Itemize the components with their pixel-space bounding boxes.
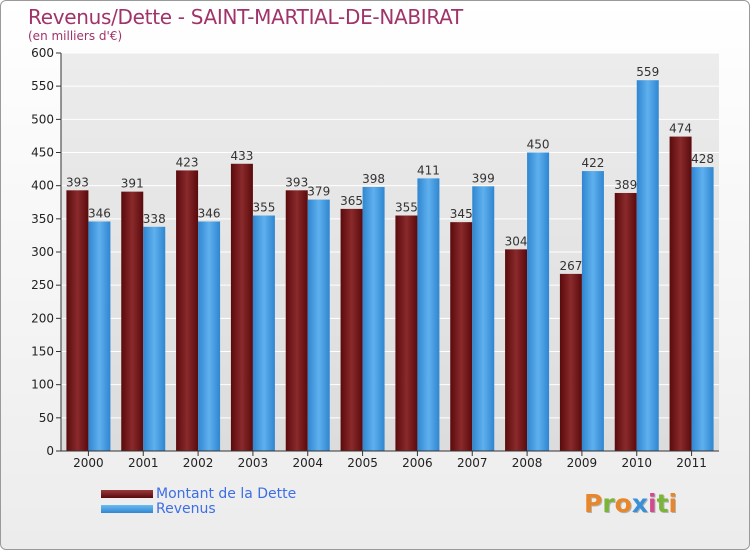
- bar-debt: [450, 222, 473, 451]
- y-tick-label: 150: [31, 345, 54, 359]
- legend: Montant de la Dette Revenus: [101, 485, 297, 517]
- legend-swatch-revenus: [101, 504, 153, 513]
- x-tick-label: 2007: [457, 456, 488, 470]
- data-label-debt: 365: [340, 194, 363, 208]
- bar-debt: [230, 163, 253, 451]
- x-tick-label: 2008: [512, 456, 543, 470]
- x-tick-label: 2006: [402, 456, 433, 470]
- x-tick-label: 2005: [347, 456, 378, 470]
- data-label-revenus: 379: [307, 185, 330, 199]
- bars-layer: 3933463913384233464333553933793653983554…: [66, 65, 714, 452]
- data-label-revenus: 428: [691, 152, 714, 166]
- y-tick-label: 450: [31, 146, 54, 160]
- y-tick-label: 200: [31, 311, 54, 325]
- y-tick-label: 400: [31, 179, 54, 193]
- bar-revenus: [307, 199, 330, 451]
- bar-revenus: [198, 221, 221, 451]
- logo-letter: o: [614, 489, 632, 518]
- y-tick-label: 100: [31, 378, 54, 392]
- data-label-revenus: 411: [417, 163, 440, 177]
- data-label-revenus: 346: [198, 206, 221, 220]
- bar-revenus: [417, 178, 440, 451]
- legend-swatch-debt: [101, 489, 153, 498]
- logo-letter: t: [656, 489, 669, 518]
- y-tick-label: 250: [31, 278, 54, 292]
- y-tick-label: 550: [31, 79, 54, 93]
- data-label-debt: 393: [66, 175, 89, 189]
- bar-debt: [559, 273, 582, 451]
- data-label-revenus: 399: [472, 171, 495, 185]
- bar-debt: [66, 190, 89, 451]
- data-label-debt: 474: [669, 122, 692, 136]
- y-tick-label: 500: [31, 112, 54, 126]
- x-tick-label: 2001: [128, 456, 159, 470]
- bar-debt: [505, 249, 528, 451]
- bar-debt: [285, 190, 308, 451]
- y-tick-label: 600: [31, 46, 54, 60]
- logo-letter: r: [602, 489, 615, 518]
- grid-layer: [61, 52, 719, 452]
- x-tick-label: 2004: [292, 456, 323, 470]
- data-label-debt: 389: [614, 178, 637, 192]
- data-label-debt: 355: [395, 201, 418, 215]
- bar-revenus: [636, 80, 659, 452]
- bar-debt: [176, 170, 199, 451]
- data-label-revenus: 346: [88, 206, 111, 220]
- chart-title: Revenus/Dette - SAINT-MARTIAL-DE-NABIRAT: [28, 5, 463, 29]
- x-tick-label: 2010: [621, 456, 652, 470]
- legend-item-revenus: Revenus: [101, 500, 296, 517]
- data-label-revenus: 422: [581, 156, 604, 170]
- legend-label-revenus: Revenus: [156, 500, 216, 517]
- data-label-revenus: 398: [362, 172, 385, 186]
- logo-letter: i: [648, 489, 657, 518]
- data-label-debt: 393: [285, 175, 308, 189]
- data-label-debt: 304: [505, 234, 528, 248]
- bar-revenus: [691, 167, 714, 452]
- x-tick-label: 2002: [183, 456, 214, 470]
- bar-debt: [614, 192, 637, 452]
- data-label-debt: 433: [230, 149, 253, 163]
- bar-revenus: [362, 186, 385, 451]
- bar-revenus: [252, 215, 275, 451]
- x-tick-label: 2009: [567, 456, 598, 470]
- bar-revenus: [472, 186, 495, 451]
- data-label-debt: 345: [450, 207, 473, 221]
- data-label-debt: 423: [176, 155, 199, 169]
- data-label-debt: 267: [559, 259, 582, 273]
- legend-item-debt: Montant de la Dette: [101, 485, 297, 502]
- proxiti-logo: Proxiti: [584, 489, 677, 518]
- y-tick-label: 50: [39, 411, 54, 425]
- x-tick-label: 2000: [73, 456, 104, 470]
- data-label-revenus: 450: [527, 138, 550, 152]
- logo-letter: i: [668, 489, 678, 518]
- y-tick-label: 350: [31, 212, 54, 226]
- y-tick-label: 300: [31, 245, 54, 259]
- logo-letter: x: [631, 489, 648, 518]
- bar-revenus: [143, 226, 166, 451]
- x-tick-label: 2003: [238, 456, 269, 470]
- logo-letter: P: [584, 489, 603, 518]
- axis-layer: 0 50 100 150 200 250 300 350 400 450 500 550 600 2000…: [31, 46, 719, 470]
- bar-revenus: [581, 171, 604, 451]
- x-tick-label: 2011: [676, 456, 707, 470]
- legend-label-debt: Montant de la Dette: [156, 485, 297, 502]
- bar-debt: [395, 215, 418, 451]
- data-label-debt: 391: [121, 177, 144, 191]
- y-tick-label: 0: [46, 444, 54, 458]
- data-label-revenus: 559: [636, 65, 659, 79]
- chart-subtitle: (en milliers d'€): [28, 29, 123, 43]
- data-label-revenus: 338: [143, 212, 166, 226]
- bar-debt: [340, 208, 363, 451]
- bar-revenus: [527, 152, 550, 451]
- bar-revenus: [88, 221, 111, 451]
- bar-debt: [121, 191, 144, 452]
- bar-debt: [669, 136, 692, 451]
- data-label-revenus: 355: [252, 201, 275, 215]
